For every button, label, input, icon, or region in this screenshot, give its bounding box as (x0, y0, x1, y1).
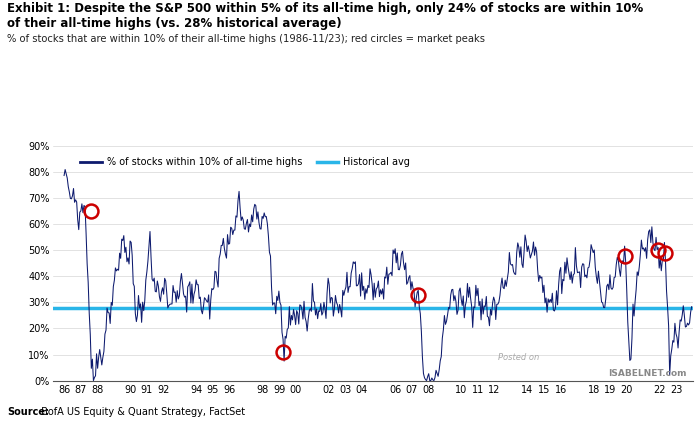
Text: Source:: Source: (7, 407, 49, 417)
Text: Exhibit 1: Despite the S&P 500 within 5% of its all-time high, only 24% of stock: Exhibit 1: Despite the S&P 500 within 5%… (7, 2, 643, 15)
Text: % of stocks that are within 10% of their all-time highs (1986-11/23); red circle: % of stocks that are within 10% of their… (7, 34, 485, 44)
Legend: % of stocks within 10% of all-time highs, Historical avg: % of stocks within 10% of all-time highs… (76, 154, 414, 171)
Text: Posted on: Posted on (498, 353, 539, 362)
Text: BofA US Equity & Quant Strategy, FactSet: BofA US Equity & Quant Strategy, FactSet (38, 407, 246, 417)
Text: of their all-time highs (vs. 28% historical average): of their all-time highs (vs. 28% histori… (7, 17, 342, 30)
Text: ISABELNET.com: ISABELNET.com (608, 369, 687, 378)
